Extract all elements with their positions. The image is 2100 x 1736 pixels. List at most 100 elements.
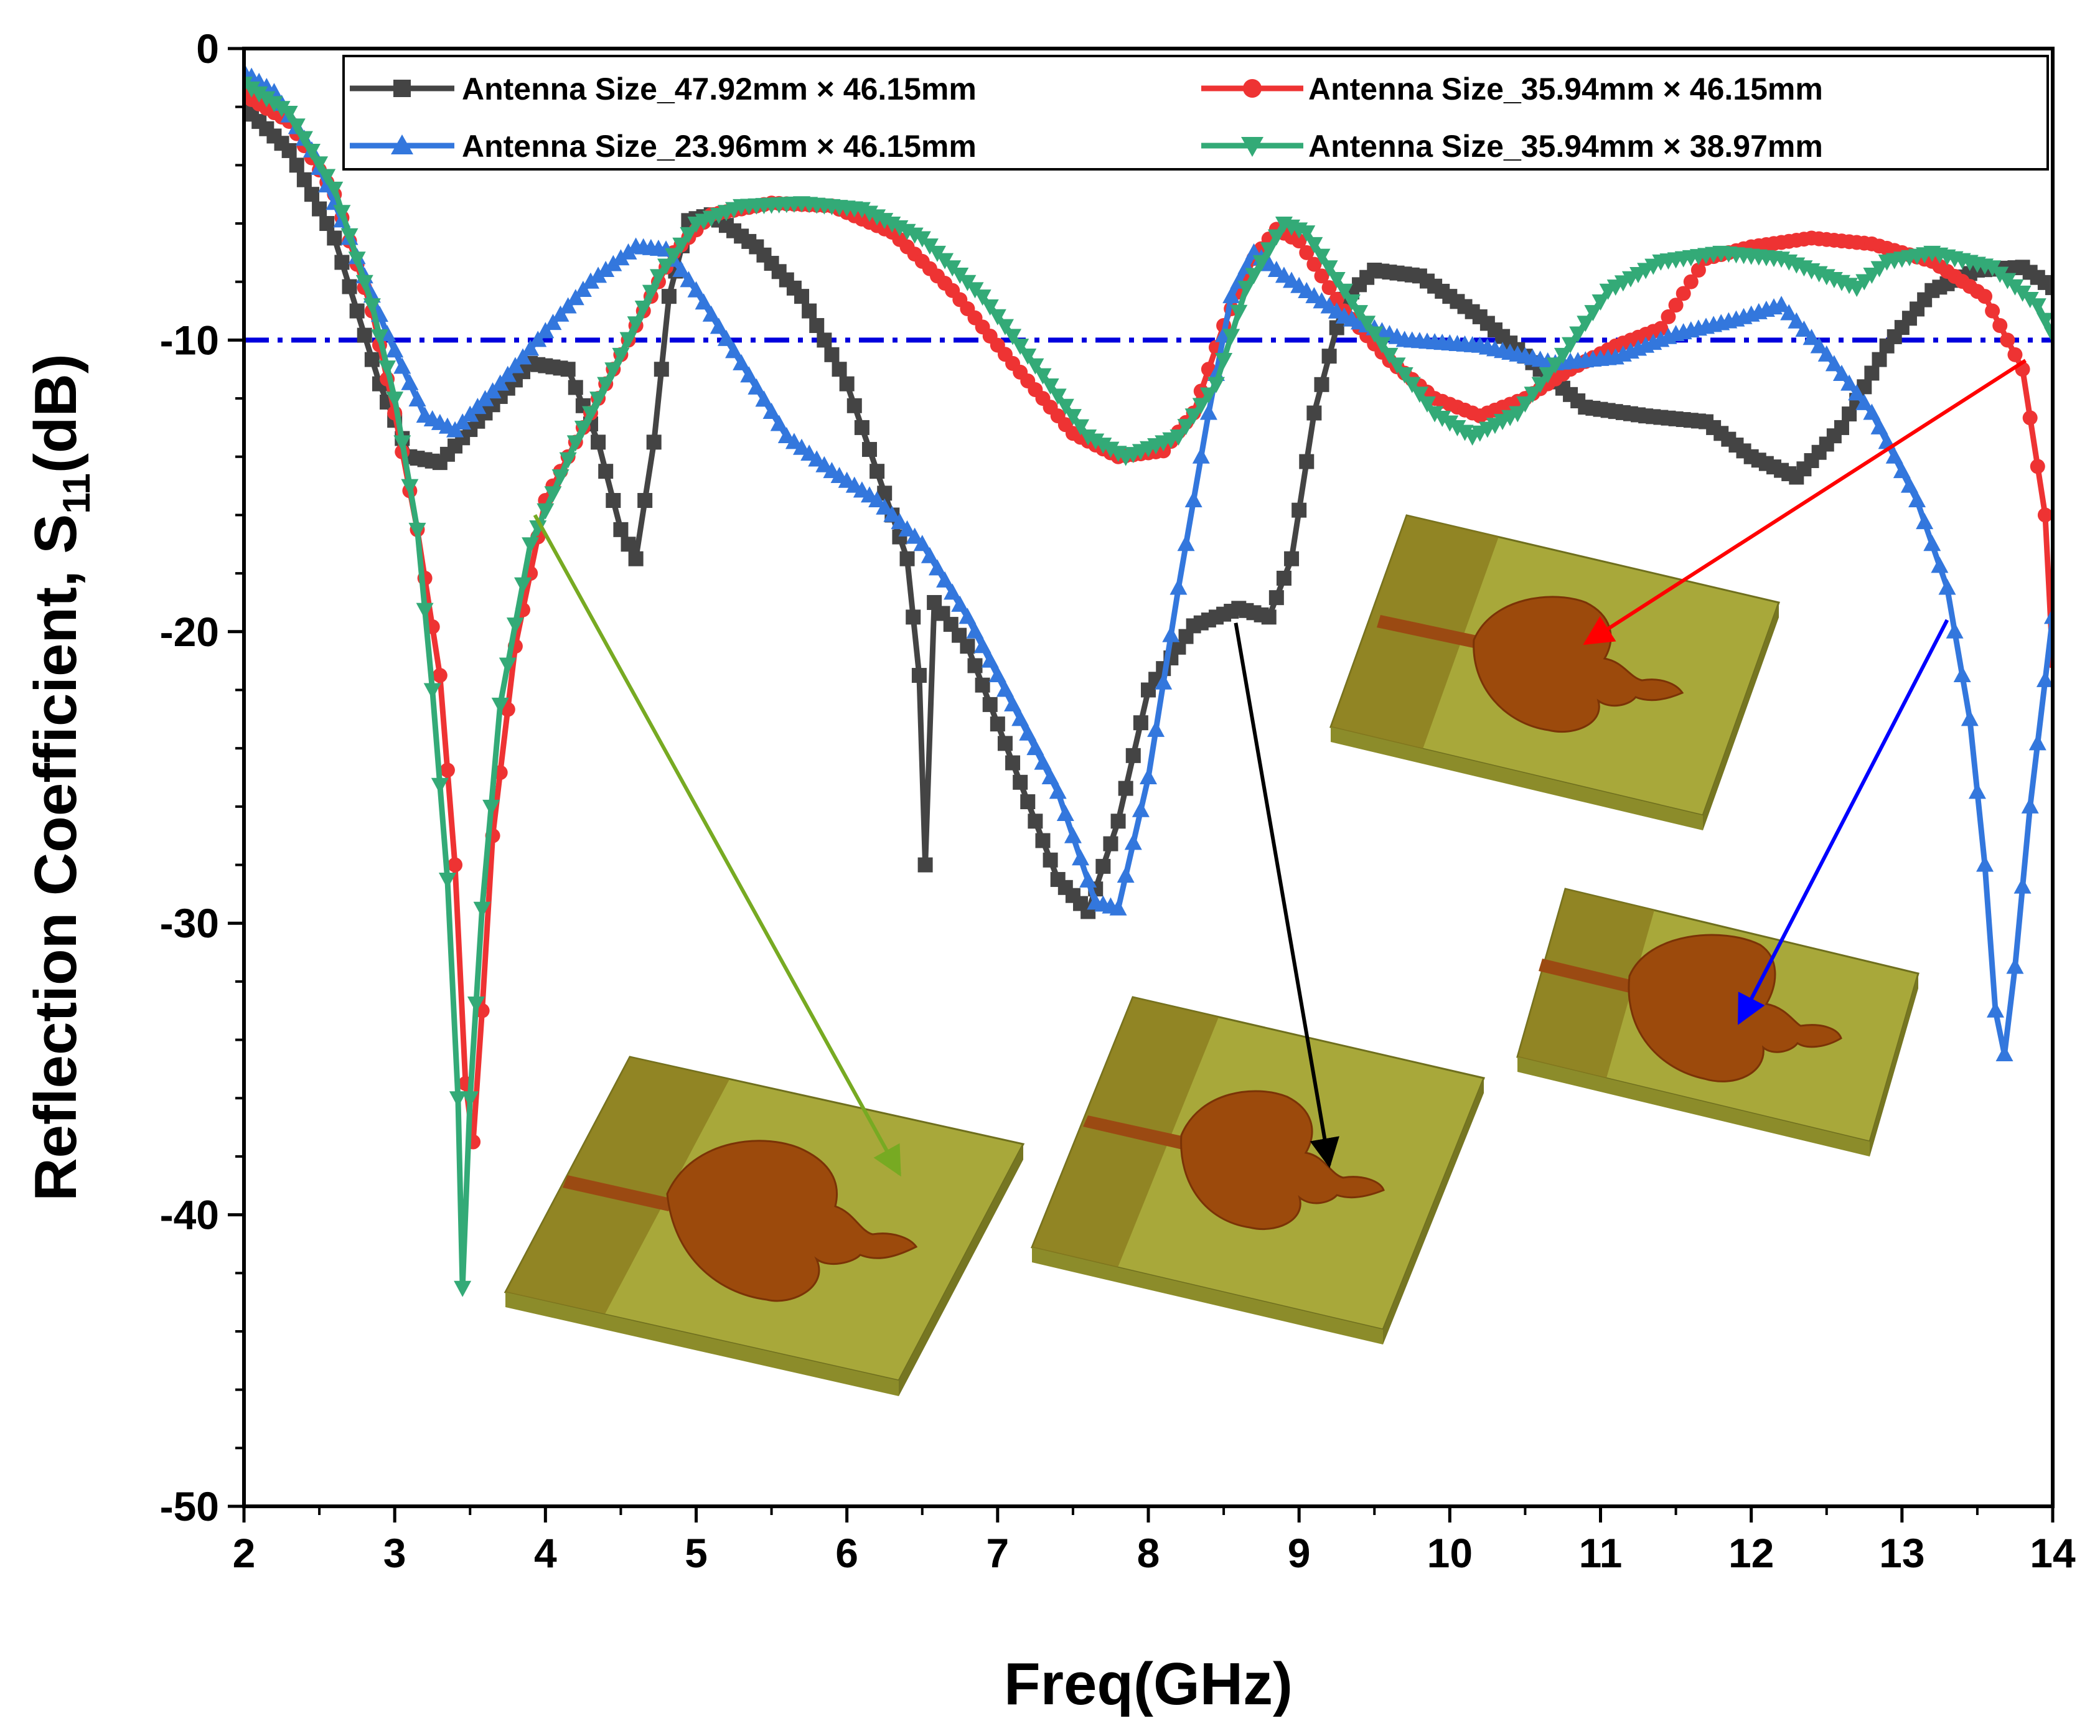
x-tick-label: 13 bbox=[1879, 1530, 1924, 1576]
series-3-point bbox=[1546, 357, 1564, 374]
series-2-point bbox=[1795, 321, 1813, 337]
series-2-point bbox=[401, 373, 419, 390]
series-3-point bbox=[1591, 294, 1610, 311]
series-0-point bbox=[1314, 377, 1329, 392]
series-0-point bbox=[646, 434, 662, 450]
series-2-point bbox=[2044, 608, 2053, 624]
series-3-point bbox=[318, 169, 336, 185]
series-2-point bbox=[1162, 626, 1180, 642]
y-axis-label: Reflection Coefficient, S11(dB) bbox=[22, 354, 98, 1201]
series-2-point bbox=[733, 354, 751, 370]
series-0-point bbox=[1035, 833, 1051, 848]
series-3-point bbox=[1358, 316, 1376, 332]
series-3-point bbox=[1562, 337, 1580, 354]
series-0-point bbox=[621, 537, 636, 552]
series-0-point bbox=[1306, 405, 1322, 421]
series-3-point bbox=[1524, 387, 1542, 403]
series-2-point bbox=[408, 390, 426, 406]
series-3-point bbox=[1403, 377, 1421, 393]
series-2-point bbox=[1986, 1001, 2004, 1018]
x-axis-label: Freq(GHz) bbox=[1004, 1651, 1293, 1717]
x-tick-label: 10 bbox=[1427, 1530, 1473, 1576]
series-2-point bbox=[574, 280, 592, 297]
series-3-point bbox=[280, 106, 298, 123]
x-tick-label: 5 bbox=[685, 1530, 708, 1576]
series-3-point bbox=[1026, 358, 1044, 375]
series-3-point bbox=[1433, 410, 1451, 427]
series-3-point bbox=[619, 332, 637, 349]
series-0-point bbox=[1268, 590, 1284, 606]
series-3-point bbox=[454, 1280, 472, 1297]
series-3-point bbox=[250, 86, 268, 103]
series-3-point bbox=[1298, 225, 1316, 242]
series-1-point bbox=[448, 857, 463, 873]
series-1-point bbox=[1977, 289, 1993, 304]
series-2-point bbox=[559, 297, 577, 314]
series-3-point bbox=[996, 319, 1014, 335]
series-3-point bbox=[1267, 229, 1285, 246]
x-tick-label: 9 bbox=[1288, 1530, 1311, 1576]
series-3-point bbox=[642, 284, 660, 301]
series-2-point bbox=[996, 680, 1014, 697]
series-0-point bbox=[1299, 454, 1315, 469]
series-3-point bbox=[988, 309, 1006, 326]
series-3-point bbox=[522, 537, 540, 554]
series-3-point bbox=[482, 799, 500, 816]
series-2-point bbox=[717, 329, 735, 346]
series-2-point bbox=[1923, 535, 1941, 551]
series-0-point bbox=[861, 442, 877, 457]
antenna-inset-23mm bbox=[1516, 888, 1920, 1157]
series-line-2 bbox=[244, 69, 2053, 1058]
y-tick-label: -20 bbox=[160, 609, 219, 655]
x-tick-label: 8 bbox=[1137, 1530, 1160, 1576]
series-3-point bbox=[1320, 260, 1338, 277]
series-2-point bbox=[1041, 768, 1059, 784]
series-0-point bbox=[1028, 814, 1043, 829]
series-3-point bbox=[1305, 237, 1323, 253]
series-0-point bbox=[990, 716, 1005, 732]
y-axis-label-subscript: 11 bbox=[55, 473, 98, 514]
series-2-point bbox=[1900, 476, 1918, 493]
series-0-point bbox=[591, 434, 606, 450]
series-1-point bbox=[1653, 321, 1669, 336]
series-2-point bbox=[499, 365, 517, 382]
series-2-point bbox=[913, 535, 931, 551]
series-3-point bbox=[467, 997, 485, 1013]
series-0-point bbox=[1005, 755, 1021, 771]
series-3-point bbox=[1184, 408, 1202, 425]
series-3-point bbox=[1870, 261, 1888, 278]
antenna-inset-35mm bbox=[1030, 996, 1486, 1344]
x-tick-label: 2 bbox=[233, 1530, 256, 1576]
y-axis-label-unit: (dB) bbox=[22, 354, 89, 473]
series-2-point bbox=[612, 249, 630, 266]
series-3-point bbox=[1531, 377, 1549, 393]
series-2-point bbox=[1931, 556, 1949, 573]
series-0-point bbox=[560, 362, 576, 377]
series-3-point bbox=[273, 101, 291, 118]
series-2-point bbox=[1773, 296, 1791, 312]
series-2-point bbox=[1184, 491, 1202, 508]
series-2-point bbox=[883, 505, 901, 522]
series-2-point bbox=[1019, 724, 1037, 741]
series-2-point bbox=[936, 571, 954, 588]
y-tick-label: -10 bbox=[160, 317, 219, 363]
series-2-point bbox=[1117, 866, 1135, 883]
legend-label-0: Antenna Size_47.92mm × 46.15mm bbox=[462, 72, 977, 106]
series-2-point bbox=[1034, 753, 1052, 770]
series-0-point bbox=[628, 551, 644, 566]
series-3-point bbox=[2028, 298, 2046, 315]
series-3-point bbox=[1049, 388, 1067, 405]
annotation-arrow-3 bbox=[1737, 619, 1949, 1025]
series-2-point bbox=[876, 498, 894, 515]
x-tick-label: 3 bbox=[383, 1530, 406, 1576]
series-3-point bbox=[1577, 316, 1595, 332]
series-2 bbox=[244, 62, 2053, 1061]
series-3-point bbox=[449, 1091, 467, 1108]
series-3-point bbox=[2044, 327, 2053, 344]
series-2-point bbox=[1938, 578, 1956, 595]
series-0-point bbox=[1013, 774, 1028, 790]
series-0-point bbox=[817, 332, 832, 348]
series-3-point bbox=[1102, 441, 1120, 458]
series-0-point bbox=[854, 420, 870, 435]
series-2-point bbox=[1870, 418, 1888, 434]
